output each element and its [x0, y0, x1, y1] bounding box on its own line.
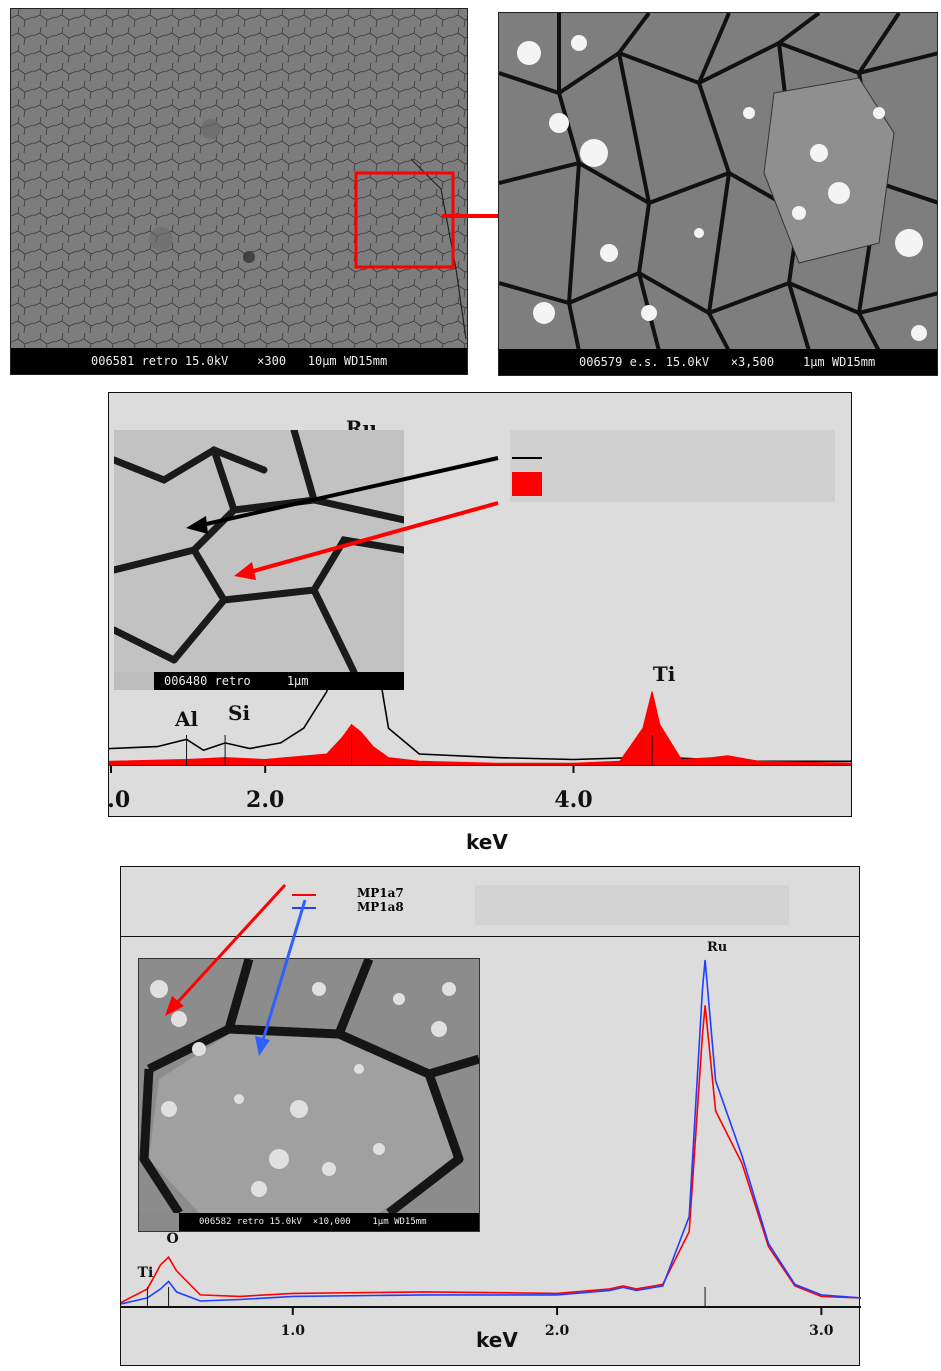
spectrum-b-series-fill — [2, 691, 852, 766]
legend-mp1a7-swatch — [292, 894, 316, 896]
spectrum-c-header-shade — [475, 885, 789, 925]
spectrum-b-tick-label: 4.0 — [554, 787, 592, 813]
inset-c-image: 006582 retro 15.0kV ×10,000 1μm WD15mm — [138, 958, 480, 1232]
inset-b-image: 006480 retro 1μm — [114, 430, 404, 690]
zoom-region-box — [354, 171, 455, 269]
inset-c-arrows — [165, 883, 307, 1056]
legend-mp1a7-label: MP1a7 — [357, 886, 404, 900]
spectrum-c-peak-label: Ru — [707, 940, 727, 955]
spectrum-b-xlabel: keV — [466, 830, 508, 854]
spectrum-c-peak-label: Ti — [138, 1265, 154, 1281]
sem-right-texture — [499, 13, 937, 352]
spectrum-b-peak-label: Al — [174, 707, 199, 731]
inset-b-texture — [114, 430, 404, 676]
sem-right-caption: 006579 e.s. 15.0kV ×3,500 1μm WD15mm — [499, 349, 937, 375]
legend-b-red-swatch — [512, 472, 542, 496]
spectrum-c-tick-label: 2.0 — [545, 1323, 570, 1339]
spectrum-c-tick-label: 1.0 — [281, 1323, 306, 1339]
inset-c-caption: 006582 retro 15.0kV ×10,000 1μm WD15mm — [179, 1213, 479, 1231]
inset-b-arrows — [186, 456, 499, 580]
spectrum-c-peak-label: O — [166, 1231, 178, 1247]
inset-b-caption: 006480 retro 1μm — [154, 672, 404, 690]
sem-image-right: 006579 e.s. 15.0kV ×3,500 1μm WD15mm — [498, 12, 938, 376]
inset-c-texture — [139, 959, 479, 1217]
spectrum-b-peak-label: Ti — [653, 662, 676, 686]
spectrum-c-xlabel: keV — [476, 1328, 518, 1352]
spectrum-c-series-line — [120, 1005, 862, 1304]
legend-b-black-swatch — [512, 457, 542, 459]
spectrum-c-header — [121, 867, 859, 937]
spectrum-c-series-line — [120, 959, 862, 1305]
sem-image-left: 006581 retro 15.0kV ×300 10μm WD15mm — [10, 8, 468, 375]
spectrum-b-peak-label: Si — [228, 701, 250, 725]
sem-left-texture — [11, 9, 467, 350]
spectrum-c-chart: 1.0 2.0 3.0 O Ti Ru — [120, 940, 862, 1339]
spectrum-b-legend-box — [510, 430, 835, 502]
legend-mp1a8-label: MP1a8 — [357, 900, 404, 914]
spectrum-b-tick-label: 1.0 — [109, 787, 130, 813]
spectrum-c-tick-label: 3.0 — [809, 1323, 834, 1339]
sem-left-caption: 006581 retro 15.0kV ×300 10μm WD15mm — [11, 348, 467, 374]
spectrum-b-tick-label: 2.0 — [246, 787, 284, 813]
